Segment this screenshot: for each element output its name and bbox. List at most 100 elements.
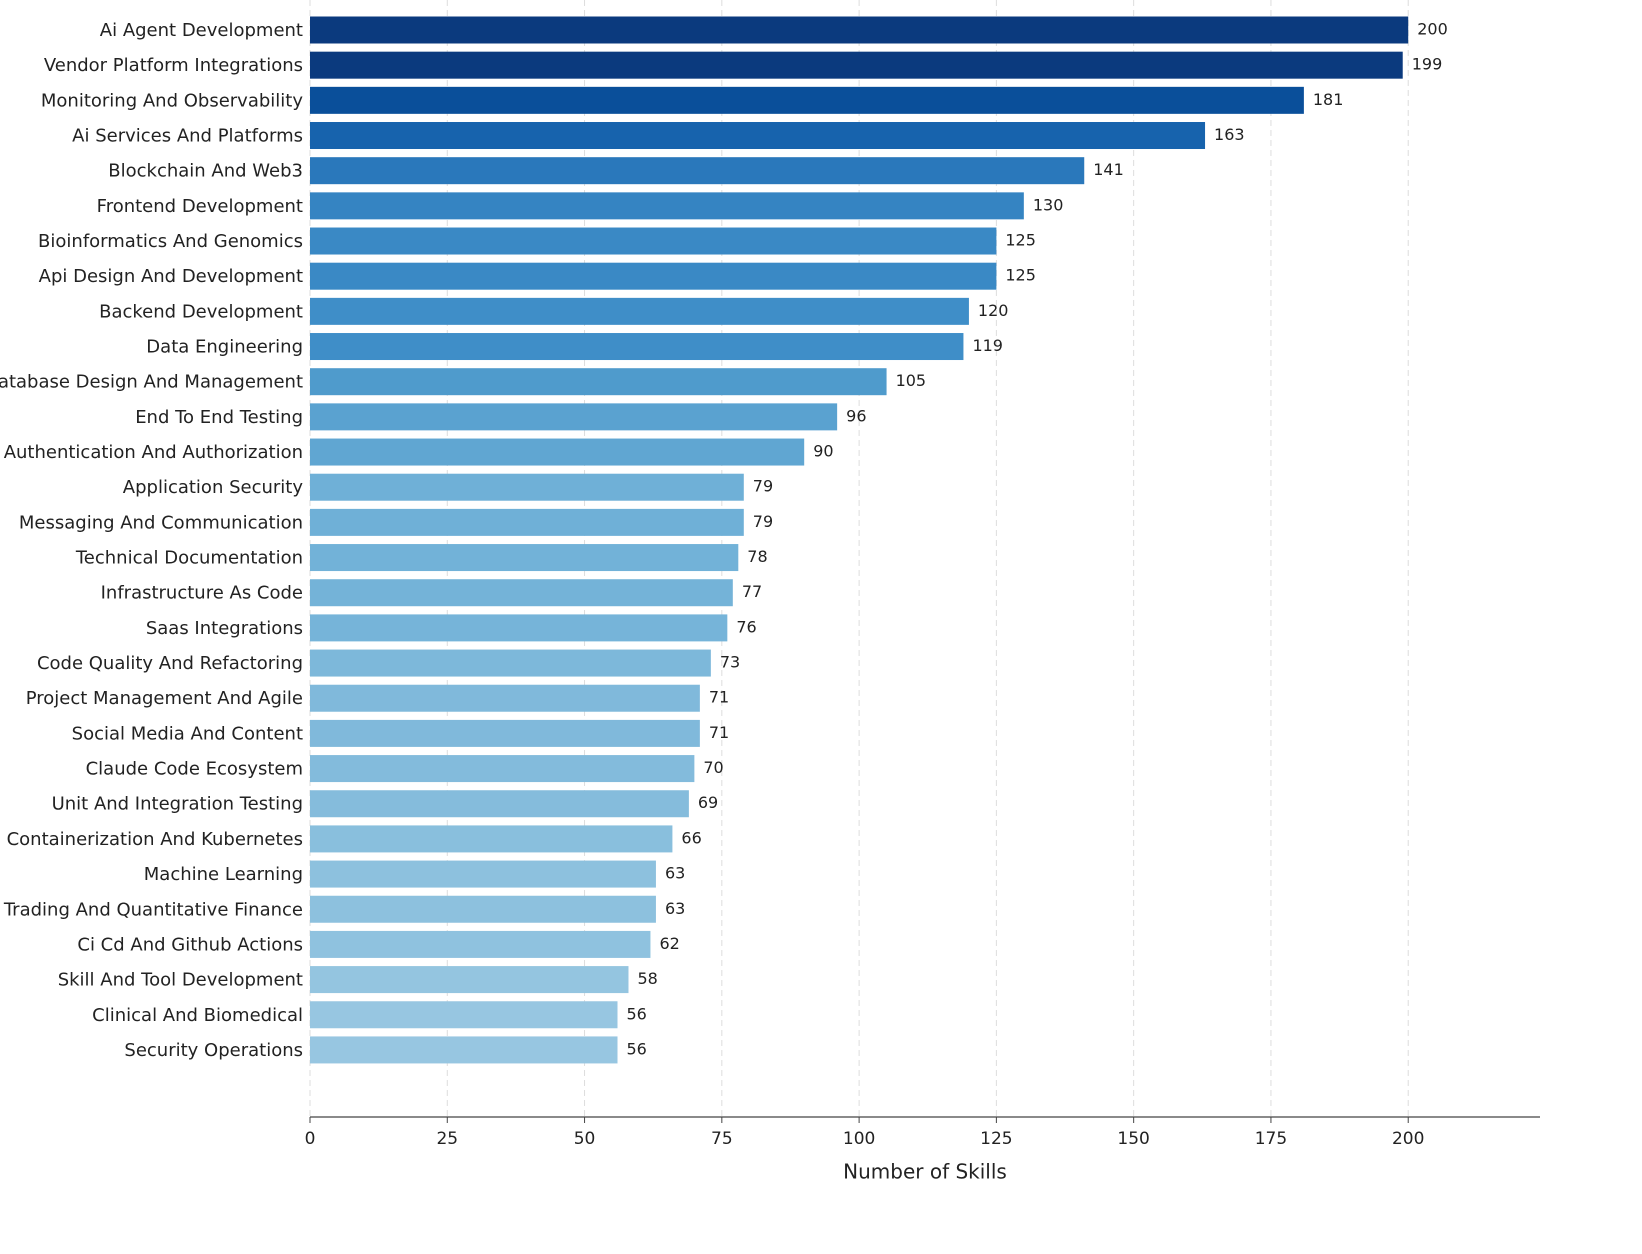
y-tick-label: Saas Integrations (146, 618, 303, 639)
y-tick-label: Security Operations (124, 1040, 303, 1061)
bar (310, 508, 744, 536)
bar (310, 262, 997, 290)
bar (310, 333, 964, 361)
y-tick-label: Containerization And Kubernetes (7, 829, 303, 850)
value-label: 200 (1417, 20, 1448, 39)
y-tick-label: Frontend Development (97, 196, 303, 217)
value-label: 62 (659, 934, 679, 953)
bar (310, 86, 1304, 114)
value-label: 71 (709, 688, 729, 707)
bar (310, 579, 733, 607)
value-label: 96 (846, 406, 866, 425)
y-tick-label: Database Design And Management (0, 372, 303, 393)
y-tick-label: Claude Code Ecosystem (86, 759, 303, 780)
bar (310, 157, 1085, 185)
bar (310, 614, 728, 642)
value-label: 69 (698, 793, 718, 812)
bar (310, 544, 739, 572)
y-tick-label: Unit And Integration Testing (52, 794, 303, 815)
x-tick-label: 175 (1255, 1129, 1287, 1149)
bar (310, 16, 1409, 44)
bar (310, 719, 700, 747)
y-tick-label: Data Engineering (146, 337, 303, 358)
bar (310, 930, 651, 958)
x-tick-label: 75 (711, 1129, 733, 1149)
value-label: 125 (1005, 231, 1036, 250)
x-tick-label: 100 (843, 1129, 875, 1149)
value-label: 141 (1093, 160, 1124, 179)
y-tick-label: Code Quality And Refactoring (37, 653, 303, 674)
bar (310, 860, 656, 888)
value-label: 181 (1313, 90, 1344, 109)
y-tick-label: End To End Testing (135, 407, 303, 428)
bar (310, 825, 673, 853)
bar (310, 51, 1403, 79)
x-tick-label: 150 (1117, 1129, 1149, 1149)
bar (310, 1036, 618, 1064)
value-label: 66 (681, 828, 701, 847)
bar (310, 649, 711, 677)
bar (310, 755, 695, 783)
bar (310, 227, 997, 255)
y-tick-label: Messaging And Communication (19, 512, 303, 533)
y-tick-label: Infrastructure As Code (101, 583, 303, 604)
bar (310, 368, 887, 396)
y-tick-label: Trading And Quantitative Finance (3, 899, 303, 920)
value-label: 78 (747, 547, 767, 566)
value-label: 56 (627, 1004, 647, 1023)
value-label: 71 (709, 723, 729, 742)
value-label: 58 (637, 969, 657, 988)
value-label: 163 (1214, 125, 1245, 144)
value-label: 79 (753, 477, 773, 496)
value-label: 56 (627, 1039, 647, 1058)
y-tick-label: Clinical And Biomedical (92, 1005, 303, 1026)
value-label: 105 (896, 371, 927, 390)
x-axis-label: Number of Skills (843, 1160, 1007, 1184)
y-tick-label: Api Design And Development (39, 266, 303, 287)
value-label: 199 (1412, 55, 1443, 74)
bar (310, 790, 689, 818)
bar (310, 403, 838, 431)
y-tick-label: Authentication And Authorization (4, 442, 303, 463)
y-tick-label: Backend Development (99, 301, 303, 322)
x-tick-label: 25 (436, 1129, 458, 1149)
y-tick-label: Vendor Platform Integrations (44, 55, 303, 76)
x-tick-label: 200 (1392, 1129, 1424, 1149)
x-tick-label: 125 (980, 1129, 1012, 1149)
y-tick-label: Ci Cd And Github Actions (77, 934, 303, 955)
y-tick-label: Project Management And Agile (26, 688, 303, 709)
value-label: 90 (813, 442, 833, 461)
value-label: 73 (720, 653, 740, 672)
bar (310, 192, 1024, 220)
value-label: 77 (742, 582, 762, 601)
bar (310, 684, 700, 712)
y-tick-label: Ai Agent Development (100, 20, 303, 41)
value-label: 130 (1033, 195, 1064, 214)
y-tick-label: Ai Services And Platforms (72, 126, 303, 147)
bar (310, 122, 1206, 150)
bar (310, 473, 744, 501)
value-label: 125 (1005, 266, 1036, 285)
y-tick-label: Application Security (123, 477, 304, 498)
value-label: 70 (703, 758, 723, 777)
y-tick-label: Monitoring And Observability (41, 90, 303, 111)
value-label: 76 (736, 617, 756, 636)
value-label: 63 (665, 899, 685, 918)
value-label: 79 (753, 512, 773, 531)
y-tick-label: Blockchain And Web3 (108, 161, 303, 182)
x-tick-label: 0 (305, 1129, 316, 1149)
y-tick-label: Machine Learning (144, 864, 303, 885)
value-label: 63 (665, 864, 685, 883)
value-label: 120 (978, 301, 1009, 320)
bar (310, 895, 656, 923)
y-tick-label: Skill And Tool Development (58, 970, 303, 991)
x-tick-label: 50 (574, 1129, 596, 1149)
bar (310, 1001, 618, 1029)
bar (310, 297, 969, 325)
bar (310, 966, 629, 994)
value-label: 119 (972, 336, 1003, 355)
y-tick-label: Bioinformatics And Genomics (38, 231, 303, 252)
bar (310, 438, 805, 466)
